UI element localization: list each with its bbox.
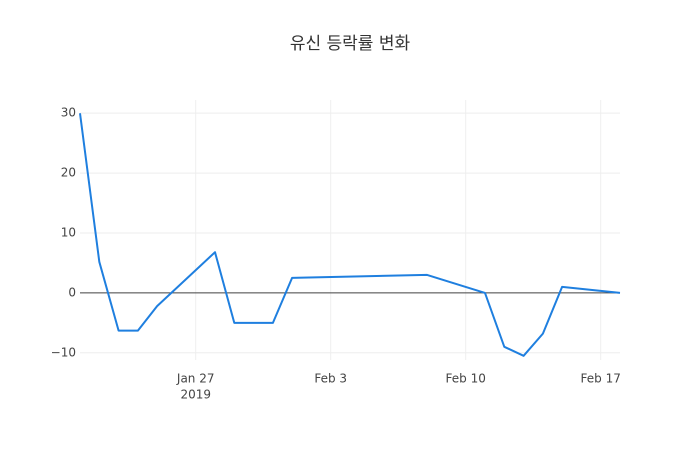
y-tick-label: 30 — [61, 106, 76, 120]
data-line — [79, 113, 621, 357]
x-tick-label: Feb 3 — [314, 372, 347, 386]
x-axis-year: 2019 — [180, 388, 211, 402]
y-tick-label: −10 — [51, 345, 76, 359]
chart-title: 유신 등락률 변화 — [290, 34, 411, 54]
x-tick-label: Feb 17 — [581, 372, 621, 386]
x-tick-label: Jan 27 — [176, 372, 215, 386]
y-tick-label: 20 — [61, 166, 76, 180]
y-tick-label: 0 — [68, 285, 76, 299]
x-tick-label: Feb 10 — [446, 372, 486, 386]
y-tick-label: 10 — [61, 225, 76, 239]
